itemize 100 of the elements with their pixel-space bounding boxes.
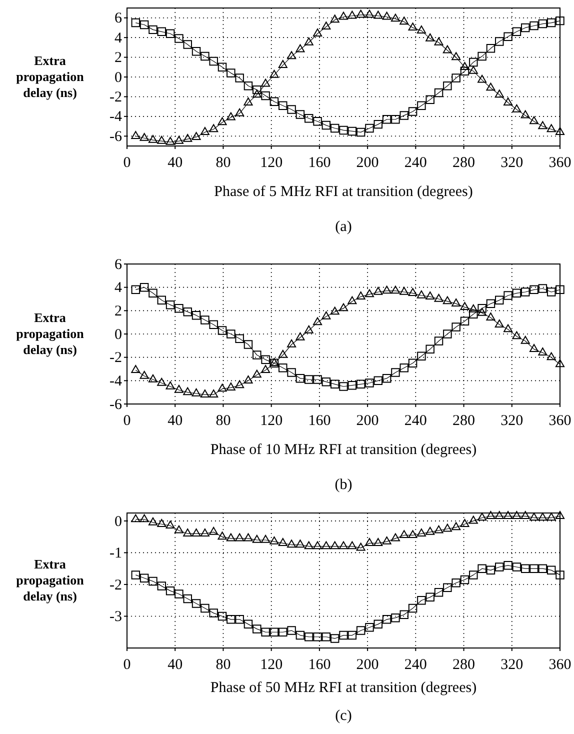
point: [261, 355, 270, 364]
point: [252, 624, 262, 634]
point: [244, 340, 253, 349]
point: [442, 524, 452, 532]
point: [356, 626, 366, 635]
x-tick-label: 120: [260, 155, 283, 171]
point: [270, 536, 279, 544]
point: [218, 612, 227, 621]
point: [261, 628, 270, 636]
point: [296, 44, 305, 52]
y-tick-label: -4: [110, 373, 122, 390]
point: [400, 363, 408, 372]
point: [192, 388, 201, 396]
point: [235, 533, 244, 542]
point: [400, 530, 409, 538]
point: [460, 62, 470, 70]
point: [174, 384, 184, 393]
point: [209, 526, 218, 535]
point: [374, 620, 383, 629]
point: [131, 570, 140, 580]
point: [426, 592, 434, 602]
point: [183, 134, 192, 142]
point: [546, 512, 556, 521]
point: [426, 344, 434, 354]
point: [538, 284, 548, 293]
y-axis-title: Extra propagation delay (ns): [16, 556, 85, 604]
point: [400, 286, 409, 295]
point: [452, 578, 460, 588]
point: [504, 561, 512, 570]
point: [218, 532, 227, 540]
point: [157, 582, 166, 590]
point: [556, 285, 564, 294]
point: [434, 294, 444, 302]
point: [131, 18, 140, 28]
point: [287, 105, 296, 114]
y-tick-label: -1: [110, 546, 122, 562]
point: [504, 97, 513, 106]
point: [478, 304, 486, 313]
point: [426, 95, 434, 104]
point: [339, 630, 348, 640]
point: [417, 596, 426, 605]
point: [520, 23, 530, 32]
point: [382, 536, 392, 544]
y-tick-label: 4: [114, 30, 122, 46]
point: [530, 116, 539, 124]
point: [157, 378, 166, 386]
point: [270, 358, 279, 368]
point: [478, 512, 487, 521]
point: [400, 610, 408, 620]
point: [495, 37, 504, 46]
point: [244, 82, 253, 90]
point: [504, 291, 512, 300]
point: [348, 541, 357, 550]
point: [322, 311, 331, 320]
point: [174, 34, 184, 43]
point: [304, 375, 314, 384]
point: [140, 132, 149, 141]
point: [546, 124, 556, 132]
x-tick-label: 200: [356, 413, 379, 429]
point: [443, 82, 452, 90]
point: [339, 126, 348, 135]
point: [478, 308, 487, 316]
x-tick-label: 320: [500, 413, 524, 429]
x-tick-label: 80: [216, 413, 231, 429]
point: [478, 52, 486, 61]
x-tick-label: 200: [356, 657, 379, 673]
point: [330, 124, 340, 133]
point: [174, 136, 184, 144]
point: [200, 604, 210, 613]
point: [364, 289, 374, 298]
point: [374, 376, 383, 386]
point: [131, 131, 140, 139]
point: [556, 16, 564, 26]
point: [391, 368, 400, 377]
point: [209, 320, 218, 330]
point: [486, 44, 496, 53]
point: [278, 60, 288, 68]
y-tick-label: -6: [110, 128, 122, 145]
point: [434, 588, 444, 597]
point: [374, 286, 383, 295]
point: [209, 390, 218, 398]
y-tick-label: 0: [114, 326, 122, 343]
point: [157, 518, 166, 527]
point: [512, 562, 522, 572]
point: [356, 380, 366, 389]
point: [270, 70, 279, 78]
point: [408, 530, 418, 538]
y-tick-label: 0: [114, 70, 122, 86]
point: [460, 316, 470, 326]
point: [356, 128, 366, 137]
point: [174, 525, 184, 534]
point: [192, 47, 201, 56]
x-tick-label: 40: [168, 657, 183, 673]
point: [244, 533, 253, 542]
point: [218, 384, 227, 392]
point: [209, 608, 218, 618]
point: [365, 378, 374, 388]
x-tick-label: 40: [168, 155, 183, 171]
point: [287, 626, 296, 635]
x-tick-label: 320: [500, 155, 524, 171]
